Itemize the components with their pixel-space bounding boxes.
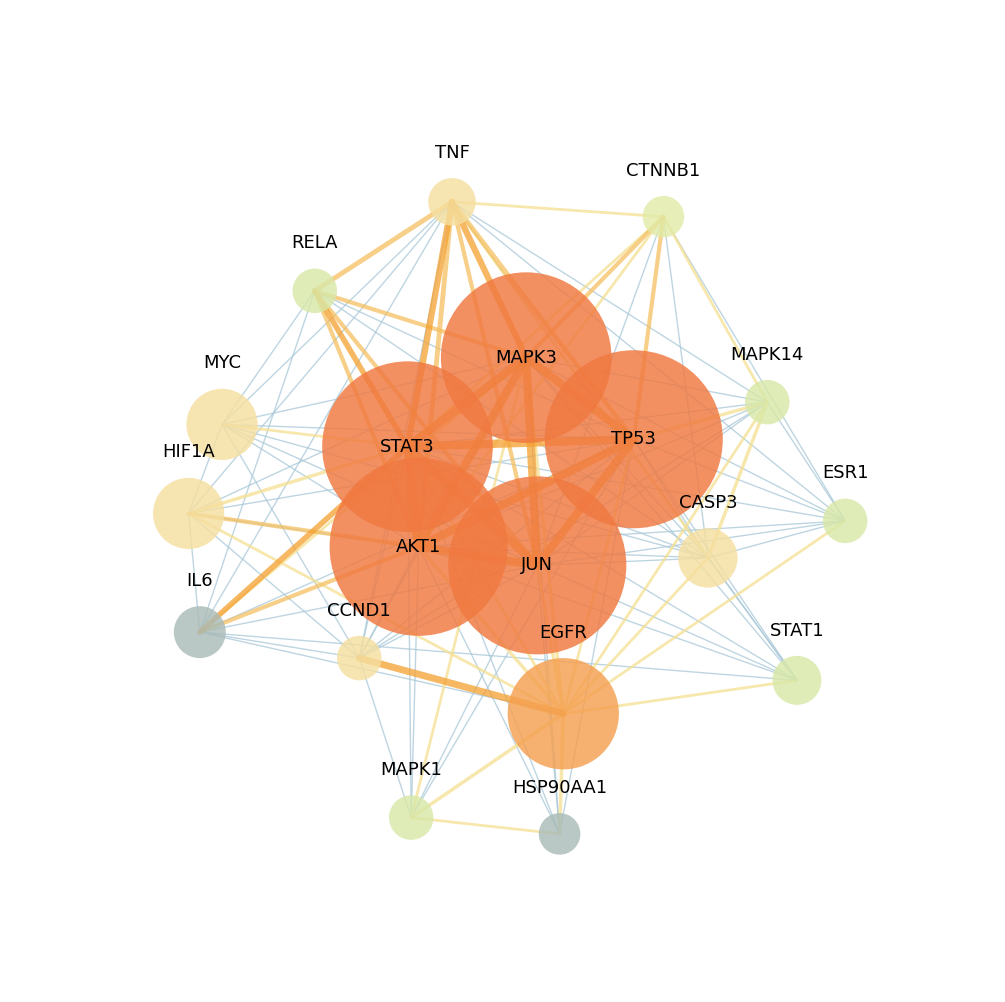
Text: TNF: TNF	[434, 143, 469, 161]
Circle shape	[773, 656, 821, 704]
Text: STAT1: STAT1	[770, 621, 824, 639]
Text: IL6: IL6	[187, 572, 213, 590]
Circle shape	[642, 196, 684, 237]
Circle shape	[337, 636, 382, 680]
Circle shape	[678, 528, 738, 587]
Circle shape	[153, 478, 224, 549]
Circle shape	[441, 273, 611, 443]
Circle shape	[823, 499, 867, 543]
Text: CASP3: CASP3	[678, 494, 738, 512]
Text: STAT3: STAT3	[380, 438, 435, 456]
Text: MAPK14: MAPK14	[731, 346, 804, 364]
Circle shape	[448, 476, 626, 654]
Text: TP53: TP53	[611, 430, 656, 448]
Circle shape	[174, 606, 226, 658]
Circle shape	[323, 362, 492, 532]
Text: MAPK1: MAPK1	[380, 761, 442, 779]
Text: EGFR: EGFR	[540, 624, 587, 641]
Text: ESR1: ESR1	[822, 464, 868, 482]
Text: MAPK3: MAPK3	[495, 349, 557, 367]
Text: AKT1: AKT1	[396, 538, 441, 556]
Text: MYC: MYC	[203, 355, 241, 373]
Circle shape	[428, 178, 475, 225]
Text: CTNNB1: CTNNB1	[626, 161, 700, 179]
Circle shape	[745, 380, 790, 425]
Text: CCND1: CCND1	[328, 601, 391, 619]
Circle shape	[330, 458, 508, 636]
Text: JUN: JUN	[522, 556, 554, 574]
Circle shape	[292, 269, 337, 314]
Circle shape	[508, 658, 619, 770]
Text: HSP90AA1: HSP90AA1	[512, 779, 607, 797]
Text: HIF1A: HIF1A	[162, 444, 215, 462]
Text: RELA: RELA	[291, 234, 338, 253]
Circle shape	[545, 351, 723, 528]
Circle shape	[539, 814, 580, 855]
Circle shape	[389, 796, 433, 840]
Circle shape	[186, 389, 257, 460]
